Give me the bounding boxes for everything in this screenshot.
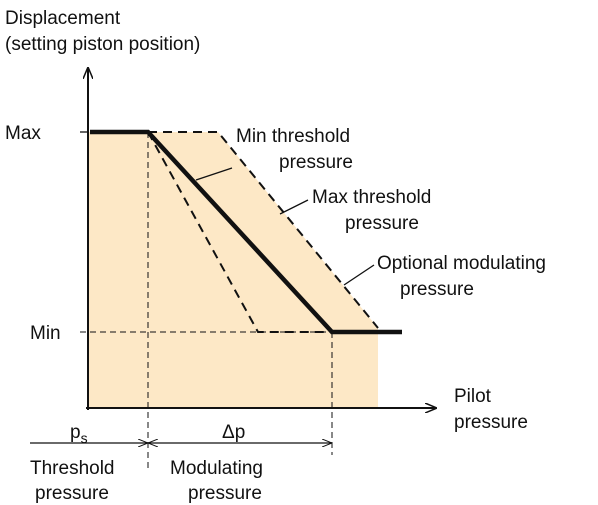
ps: p [70,422,81,443]
curve-label: pressure [279,152,353,173]
curve-label: pressure [400,279,474,300]
curve-label: Max threshold [312,187,431,208]
curve-label: Min threshold [236,126,350,147]
leader [279,199,309,215]
x-label: pressure [454,412,528,433]
range-area [88,132,378,408]
max-threshold-curve [148,131,379,329]
y-label: (setting piston position) [5,34,200,55]
ps-label: ps [70,422,88,446]
leader [343,264,375,286]
dp-label: Δp [222,422,245,443]
curve-label: Optional modulating [377,253,546,274]
y-label: Displacement [5,8,121,29]
leader [195,167,233,181]
min-label: Min [30,323,61,344]
modulating-label: Modulating [170,458,263,479]
curve-label: pressure [345,213,419,234]
ps-sub: s [81,430,88,446]
max-label: Max [5,123,41,144]
modulating-label: pressure [188,483,262,504]
x-label: Pilot [454,386,492,407]
min-threshold-curve [147,131,332,333]
threshold-label: pressure [35,483,109,504]
threshold-label: Threshold [30,458,115,479]
modulating-curve [90,129,402,335]
